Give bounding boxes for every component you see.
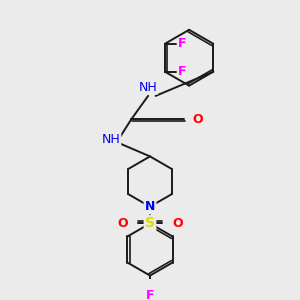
Text: O: O [172,217,183,230]
Text: F: F [146,289,154,300]
Text: NH: NH [101,133,120,146]
Text: NH: NH [139,81,158,94]
Text: N: N [145,200,155,213]
Text: F: F [178,65,186,78]
Text: O: O [192,113,202,126]
Text: O: O [117,217,128,230]
Text: F: F [178,37,186,50]
Text: S: S [145,216,155,230]
